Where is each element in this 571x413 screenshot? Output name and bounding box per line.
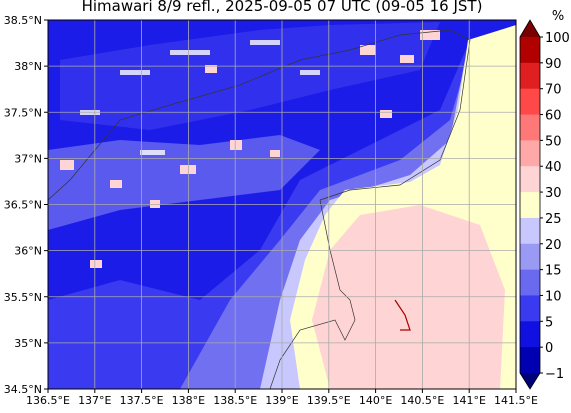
colorbar-segment [520, 347, 540, 374]
x-tick-label: 139°E [265, 394, 298, 407]
colorbar-extend-top [520, 20, 540, 37]
colorbar-segment [520, 321, 540, 348]
colorbar-label: 0 [545, 341, 553, 356]
colorbar-segment [520, 88, 540, 116]
colorbar-segment [520, 192, 540, 219]
colorbar-label: 100 [545, 31, 570, 46]
colorbar-label: 25 [545, 212, 562, 227]
colorbar-label: 60 [545, 109, 562, 124]
grid: 136.5°E 137°E 137.5°E 138°E 138.5°E 139°E 139.… [4, 14, 538, 407]
colorbar-segment [520, 140, 540, 167]
x-tick-label: 137.5°E [120, 394, 164, 407]
y-tick-label: 38.5°N [4, 14, 42, 27]
x-tick-label: 141.5°E [494, 394, 538, 407]
colorbar-segment [520, 62, 540, 90]
x-tick-label: 138.5°E [213, 394, 257, 407]
colorbar-segment [520, 269, 540, 296]
colorbar-label: 10 [545, 289, 562, 304]
colorbar-segment [520, 243, 540, 271]
y-tick-label: 38°N [14, 60, 42, 73]
colorbar-label: 15 [545, 264, 562, 279]
colorbar-label: −1 [545, 367, 564, 382]
x-tick-label: 138°E [172, 394, 205, 407]
colorbar-label: 50 [545, 134, 562, 149]
colorbar-label: 20 [545, 238, 562, 253]
x-tick-label: 140°E [359, 394, 392, 407]
y-tick-label: 35.5°N [4, 291, 42, 304]
y-tick-label: 37.5°N [4, 106, 42, 119]
plot-frame [47, 19, 517, 390]
y-tick-label: 36.5°N [4, 199, 42, 212]
colorbar-label: 40 [545, 160, 562, 175]
x-tick-label: 137°E [78, 394, 111, 407]
colorbar-segment [520, 295, 540, 322]
x-tick-label: 139.5°E [307, 394, 351, 407]
colorbar-segment [520, 114, 540, 141]
x-tick-label: 140.5°E [400, 394, 444, 407]
y-tick-label: 35°N [14, 337, 42, 350]
y-tick-label: 34.5°N [4, 383, 42, 396]
colorbar-unit: % [552, 9, 564, 24]
colorbar-segment [520, 37, 540, 64]
x-tick-label: 141°E [452, 394, 485, 407]
colorbar-label: 5 [545, 315, 553, 330]
colorbar-segment [520, 166, 540, 193]
y-tick-label: 37°N [14, 152, 42, 165]
y-tick-label: 36°N [14, 245, 42, 258]
colorbar-segment [520, 217, 540, 245]
colorbar-label: 30 [545, 186, 562, 201]
colorbar-label: 70 [545, 83, 562, 98]
x-tick-label: 136.5°E [26, 394, 70, 407]
colorbar-extend-bottom [520, 373, 540, 389]
colorbar-label: 90 [545, 57, 562, 72]
title: Himawari 8/9 refl., 2025-09-05 07 UTC (0… [82, 0, 483, 15]
